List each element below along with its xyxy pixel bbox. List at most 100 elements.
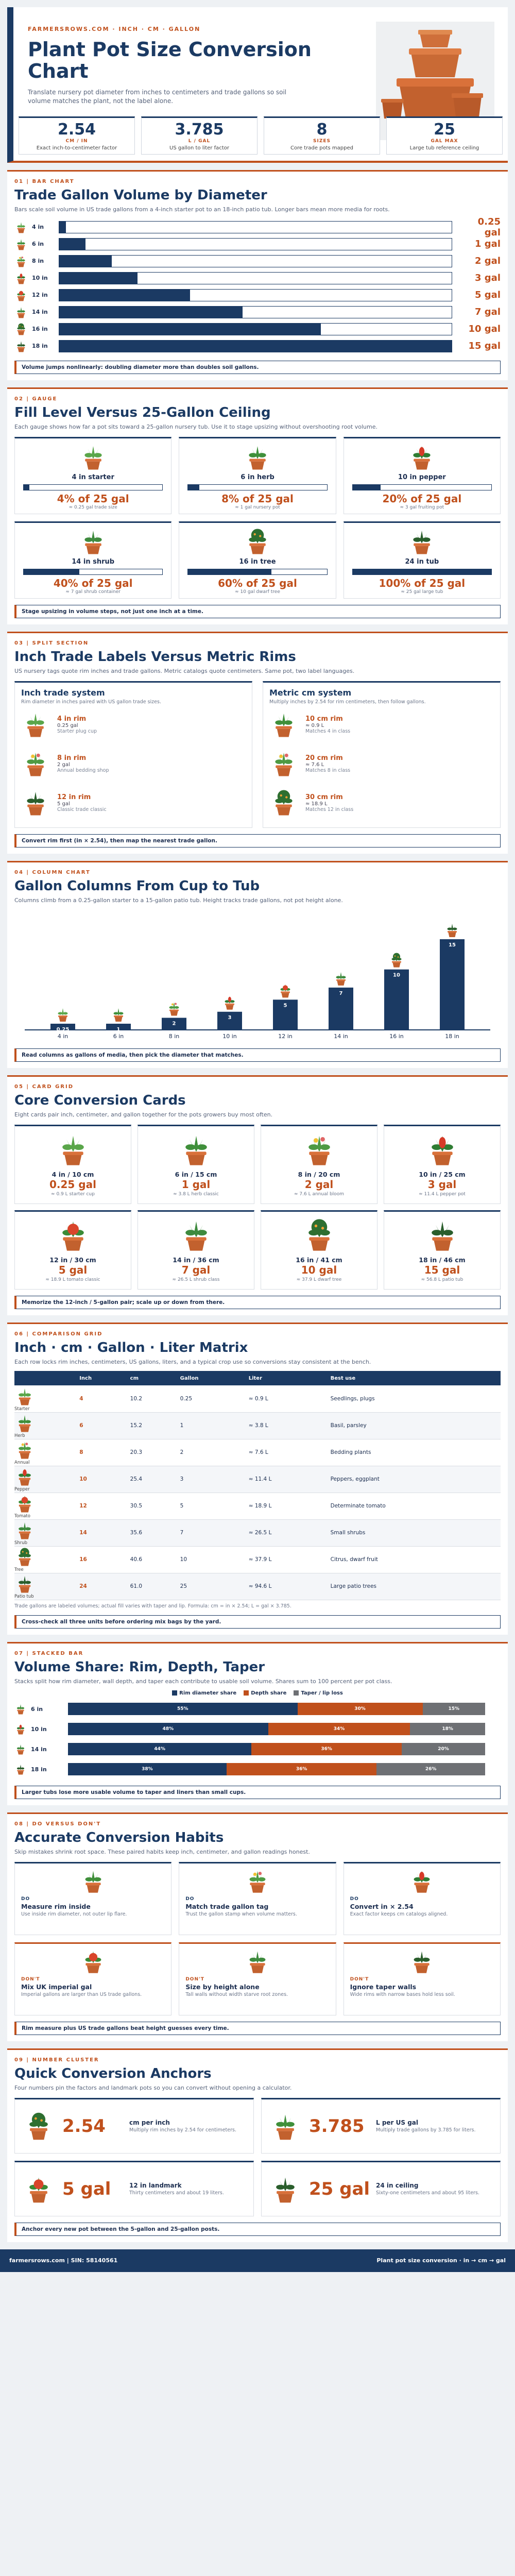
stack-track: 48% 34% 18% <box>68 1723 485 1735</box>
stat-note: Large tub reference ceiling <box>409 145 479 151</box>
column-category-label: 8 in <box>169 1033 180 1040</box>
bar <box>59 323 321 335</box>
section-title: Quick Conversion Anchors <box>14 2065 212 2081</box>
card-size: 4 in / 10 cm <box>52 1171 94 1178</box>
plant-icon <box>80 1948 107 1975</box>
gauge-card: 14 in shrub 40% of 25 gal ≈ 7 gal shrub co… <box>14 521 172 599</box>
do-card: DO Match trade gallon tag Trust the gallon… <box>179 1861 336 1935</box>
card-size: 18 in / 46 cm <box>419 1256 466 1264</box>
row-label: 14 in <box>31 1745 47 1753</box>
habit-title: Measure rim inside <box>21 1902 91 1910</box>
card-size: 14 in / 36 cm <box>173 1256 219 1264</box>
section-subtitle: Columns climb from a 0.25-gallon starter… <box>14 897 343 904</box>
pot-icon <box>14 1723 27 1735</box>
takeaway: Anchor every new pot between the 5-gallo… <box>14 2222 501 2236</box>
row-label: 10 in <box>31 1725 47 1733</box>
conversion-card: 6 in / 15 cm 1 gal ≈ 3.8 L herb classic <box>138 1125 254 1204</box>
habit-title: Ignore taper walls <box>350 1982 417 1991</box>
conversion-matrix: Inch cm Gallon Liter Best use Starter 4 10.2 0.… <box>14 1371 501 1600</box>
card-gallon: 0.25 gal <box>49 1178 96 1191</box>
item-note: Annual bedding shop <box>57 767 109 773</box>
takeaway: Convert rim first (in × 2.54), then map … <box>14 834 501 848</box>
plant-icon <box>447 924 457 937</box>
use-cell: Bedding plants <box>325 1439 501 1466</box>
table-row: Patio tub 24 61.0 25 ≈ 94.6 L Large patio tre… <box>14 1573 501 1600</box>
stack-segment: 38% <box>68 1763 227 1775</box>
bar-value-label: 15 gal <box>468 341 501 351</box>
habit-kind: DO <box>350 1896 359 1902</box>
item-volume: 5 gal <box>57 801 70 807</box>
liter-cell: ≈ 11.4 L <box>243 1466 325 1493</box>
table-row: Annual 8 20.3 2 ≈ 7.6 L Bedding plants <box>14 1439 501 1466</box>
stack-track: 38% 36% 26% <box>68 1763 485 1775</box>
section-tag: 05 | CARD GRID <box>14 1084 74 1090</box>
do-card: DO Measure rim inside Use inside rim diame… <box>14 1861 172 1935</box>
gauge-track <box>23 569 163 575</box>
row-label: 6 in <box>31 1705 43 1713</box>
column-category-label: 12 in <box>278 1033 293 1040</box>
habit-title: Convert in × 2.54 <box>350 1902 414 1910</box>
bar-category-label: 16 in <box>32 326 48 332</box>
stack-segment: 26% <box>376 1763 485 1775</box>
gauge-note: ≈ 0.25 gal trade size <box>68 505 117 510</box>
gauge-note: ≈ 25 gal large tub <box>401 589 443 595</box>
item-volume: ≈ 18.9 L <box>305 801 328 807</box>
column-bar <box>273 999 298 1030</box>
split-item: 12 in rim 5 gal Classic trade classic <box>21 783 246 822</box>
gauge-name: 4 in starter <box>72 473 114 481</box>
gallon-cell: 1 <box>175 1412 244 1439</box>
item-note: Classic trade classic <box>57 806 107 812</box>
section-title: Core Conversion Cards <box>14 1093 186 1108</box>
plant-icon <box>270 2111 301 2142</box>
takeaway: Larger tubs lose more usable volume to t… <box>14 1785 501 1799</box>
stack-track: 44% 36% 20% <box>68 1743 485 1755</box>
gauge-percent: 8% of 25 gal <box>221 493 294 505</box>
page: FARMERSROWS.COM · INCH · CM · GALLON Pla… <box>0 7 515 2272</box>
stacked-bars: 6 in 55% 30% 15% 10 in 48% 34% 18% 14 in 44% 36% 20… <box>14 1699 501 1780</box>
bar-track <box>59 323 452 335</box>
gauge-name: 16 in tree <box>239 558 276 566</box>
pot-label: Tree <box>14 1567 24 1572</box>
bar-value-label: 5 gal <box>475 290 501 300</box>
item-rim: 20 cm rim <box>305 754 343 762</box>
pot-cell: Shrub <box>14 1519 75 1547</box>
column-value-label: 10 <box>393 973 400 978</box>
gauge-note: ≈ 1 gal nursery pot <box>235 505 280 510</box>
pot-icon <box>14 340 28 353</box>
pot-cell: Annual <box>14 1439 75 1466</box>
anchor-title: 24 in ceiling <box>376 2182 419 2189</box>
plant-icon <box>178 1217 214 1253</box>
gauge-track <box>352 484 492 490</box>
liter-cell: ≈ 18.9 L <box>243 1493 325 1520</box>
habit-desc: Tall walls without width starve root zon… <box>185 1991 288 1997</box>
pot-icon <box>14 255 28 268</box>
section-subtitle: Four numbers pin the factors and landmar… <box>14 2084 292 2091</box>
volume-bar-chart: 4 in 0.25 gal 6 in 1 gal 8 in 2 gal 10 in 3 gal… <box>14 216 501 354</box>
bar-category-label: 10 in <box>32 275 48 281</box>
dont-card: DON'T Size by height alone Tall walls with… <box>179 1942 336 2015</box>
card-note: ≈ 7.6 L annual bloom <box>294 1192 344 1197</box>
column-subtitle: Rim diameter in inches paired with US ga… <box>21 699 161 705</box>
section-tag: 02 | GAUGE <box>14 396 58 402</box>
anchor-value: 3.785 <box>309 2115 365 2137</box>
pot-icon <box>14 306 28 319</box>
card-note: ≈ 26.5 L shrub class <box>172 1277 220 1282</box>
bar-category-label: 8 in <box>32 258 44 264</box>
pot-icon <box>14 1763 27 1775</box>
section-card-grid: 05 | CARD GRID Core Conversion Cards Eig… <box>7 1075 508 1315</box>
plant-icon <box>80 1868 107 1894</box>
card-note: ≈ 0.9 L starter cup <box>51 1192 95 1197</box>
stat-note: Exact inch-to-centimeter factor <box>36 145 117 151</box>
pot-icon <box>14 1743 27 1755</box>
split-item: 30 cm rim ≈ 18.9 L Matches 12 in class <box>269 783 494 822</box>
column-bar <box>106 1024 131 1030</box>
habit-kind: DON'T <box>350 1976 369 1982</box>
item-note: Matches 8 in class <box>305 767 351 773</box>
pot-icon <box>14 289 28 302</box>
conversion-card: 18 in / 46 cm 15 gal ≈ 56.8 L patio tub <box>384 1210 501 1290</box>
section-subtitle: Skip mistakes shrink root space. These p… <box>14 1848 310 1855</box>
anchor-card: 2.54 cm per inch Multiply rim inches by 2.… <box>14 2097 254 2154</box>
plant-icon <box>408 1868 435 1894</box>
pot-label: Patio tub <box>14 1594 34 1599</box>
plant-icon <box>79 443 108 471</box>
